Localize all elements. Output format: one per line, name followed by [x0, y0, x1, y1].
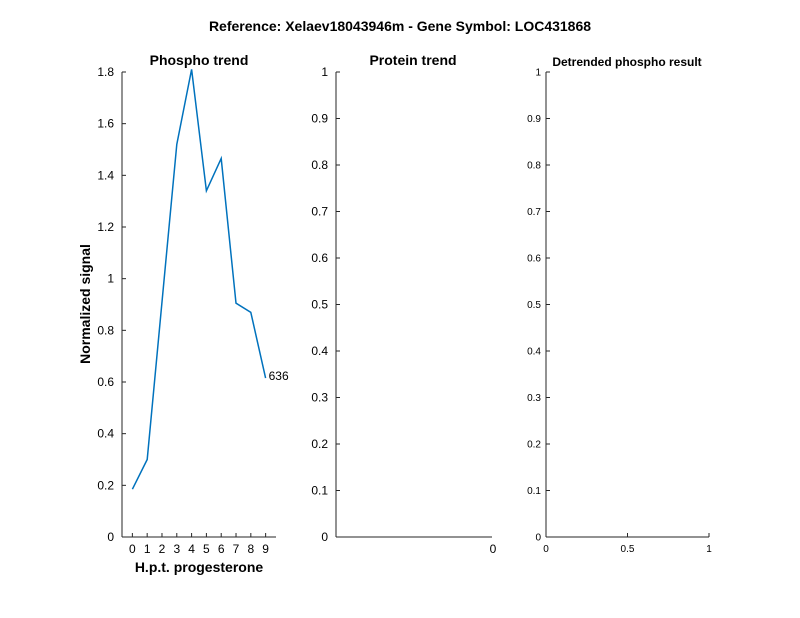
protein-y-tick-label: 0.8 — [311, 158, 328, 172]
detrended-y-tick-label: 0.9 — [527, 114, 541, 125]
phospho-y-tick-label: 1 — [107, 272, 114, 286]
protein-y-tick-label: 0.9 — [311, 112, 328, 126]
detrended-x-tick-label: 1 — [706, 544, 712, 555]
phospho-x-tick-label: 9 — [262, 542, 269, 556]
protein-x-tick-label: 0 — [490, 542, 497, 556]
phospho-y-tick-label: 0.6 — [97, 375, 114, 389]
phospho-y-tick-label: 0.8 — [97, 323, 114, 337]
phospho-y-tick-label: 1.6 — [97, 117, 114, 131]
protein-y-ticks: 0 0.1 0.2 0.3 0.4 0.5 0.6 0.7 0.8 0.9 1 — [311, 65, 340, 544]
phospho-x-tick-label: 7 — [233, 542, 240, 556]
detrended-y-tick-label: 0.1 — [527, 486, 541, 497]
detrended-x-ticks: 0 0.5 1 — [543, 533, 712, 555]
protein-trend-title: Protein trend — [369, 52, 456, 68]
phospho-x-tick-label: 1 — [144, 542, 151, 556]
detrended-y-tick-label: 0.7 — [527, 207, 541, 218]
phospho-y-tick-label: 1.4 — [97, 168, 114, 182]
phospho-x-tick-label: 2 — [159, 542, 166, 556]
protein-y-tick-label: 0.3 — [311, 391, 328, 405]
phospho-x-tick-label: 6 — [218, 542, 225, 556]
phospho-y-tick-label: 1.8 — [97, 65, 114, 79]
protein-y-tick-label: 1 — [321, 65, 328, 79]
detrended-x-tick-label: 0.5 — [621, 544, 635, 555]
phospho-y-axis-label: Normalized signal — [77, 244, 93, 364]
phospho-y-ticks: 0 0.2 0.4 0.6 0.8 1 1.2 1.4 1.6 1.8 — [97, 65, 126, 544]
phospho-x-tick-label: 4 — [188, 542, 195, 556]
detrended-x-tick-label: 0 — [543, 544, 549, 555]
detrended-y-tick-label: 0 — [535, 533, 541, 544]
detrended-phospho-panel: Detrended phospho result 0 0.1 0.2 0.3 0.4 0.… — [527, 55, 712, 555]
phospho-y-tick-label: 0.2 — [97, 478, 114, 492]
phospho-y-tick-label: 0.4 — [97, 427, 114, 441]
figure-suptitle: Reference: Xelaev18043946m - Gene Symbol… — [209, 18, 591, 34]
phospho-series-line — [131, 69, 267, 490]
phospho-trend-panel: Phospho trend 0 0.2 0.4 0.6 0.8 1 1.2 1.4 1.6 1.8… — [77, 52, 289, 575]
phospho-x-tick-label: 8 — [247, 542, 254, 556]
detrended-y-tick-label: 0.5 — [527, 300, 541, 311]
detrended-y-tick-label: 0.3 — [527, 393, 541, 404]
protein-y-tick-label: 0 — [321, 530, 328, 544]
protein-y-tick-label: 0.1 — [311, 484, 328, 498]
phospho-x-tick-label: 0 — [129, 542, 136, 556]
detrended-y-tick-label: 0.8 — [527, 161, 541, 172]
protein-y-tick-label: 0.7 — [311, 205, 328, 219]
phospho-trend-title: Phospho trend — [150, 52, 249, 68]
phospho-series-end-label: 636 — [269, 369, 289, 383]
detrended-y-tick-label: 0.4 — [527, 347, 541, 358]
protein-trend-panel: Protein trend 00.10.20.30.40.50.60.70.80… — [311, 52, 496, 556]
detrended-y-tick-label: 0.6 — [527, 254, 541, 265]
detrended-y-ticks: 0 0.1 0.2 0.3 0.4 0.5 0.6 0.7 0.8 0.9 1 — [527, 68, 550, 544]
detrended-y-tick-label: 0.2 — [527, 440, 541, 451]
protein-y-tick-label: 0.6 — [311, 251, 328, 265]
phospho-y-tick-label: 0 — [107, 530, 114, 544]
protein-y-tick-label: 0.2 — [311, 437, 328, 451]
phospho-x-axis-label: H.p.t. progesterone — [135, 559, 264, 575]
protein-y-tick-label: 0.5 — [311, 298, 328, 312]
phospho-y-tick-label: 1.2 — [97, 220, 114, 234]
detrended-y-tick-label: 1 — [535, 68, 541, 79]
detrended-phospho-title: Detrended phospho result — [552, 55, 701, 69]
phospho-x-tick-label: 3 — [173, 542, 180, 556]
protein-y-tick-label: 0.4 — [311, 344, 328, 358]
phospho-x-tick-label: 5 — [203, 542, 210, 556]
